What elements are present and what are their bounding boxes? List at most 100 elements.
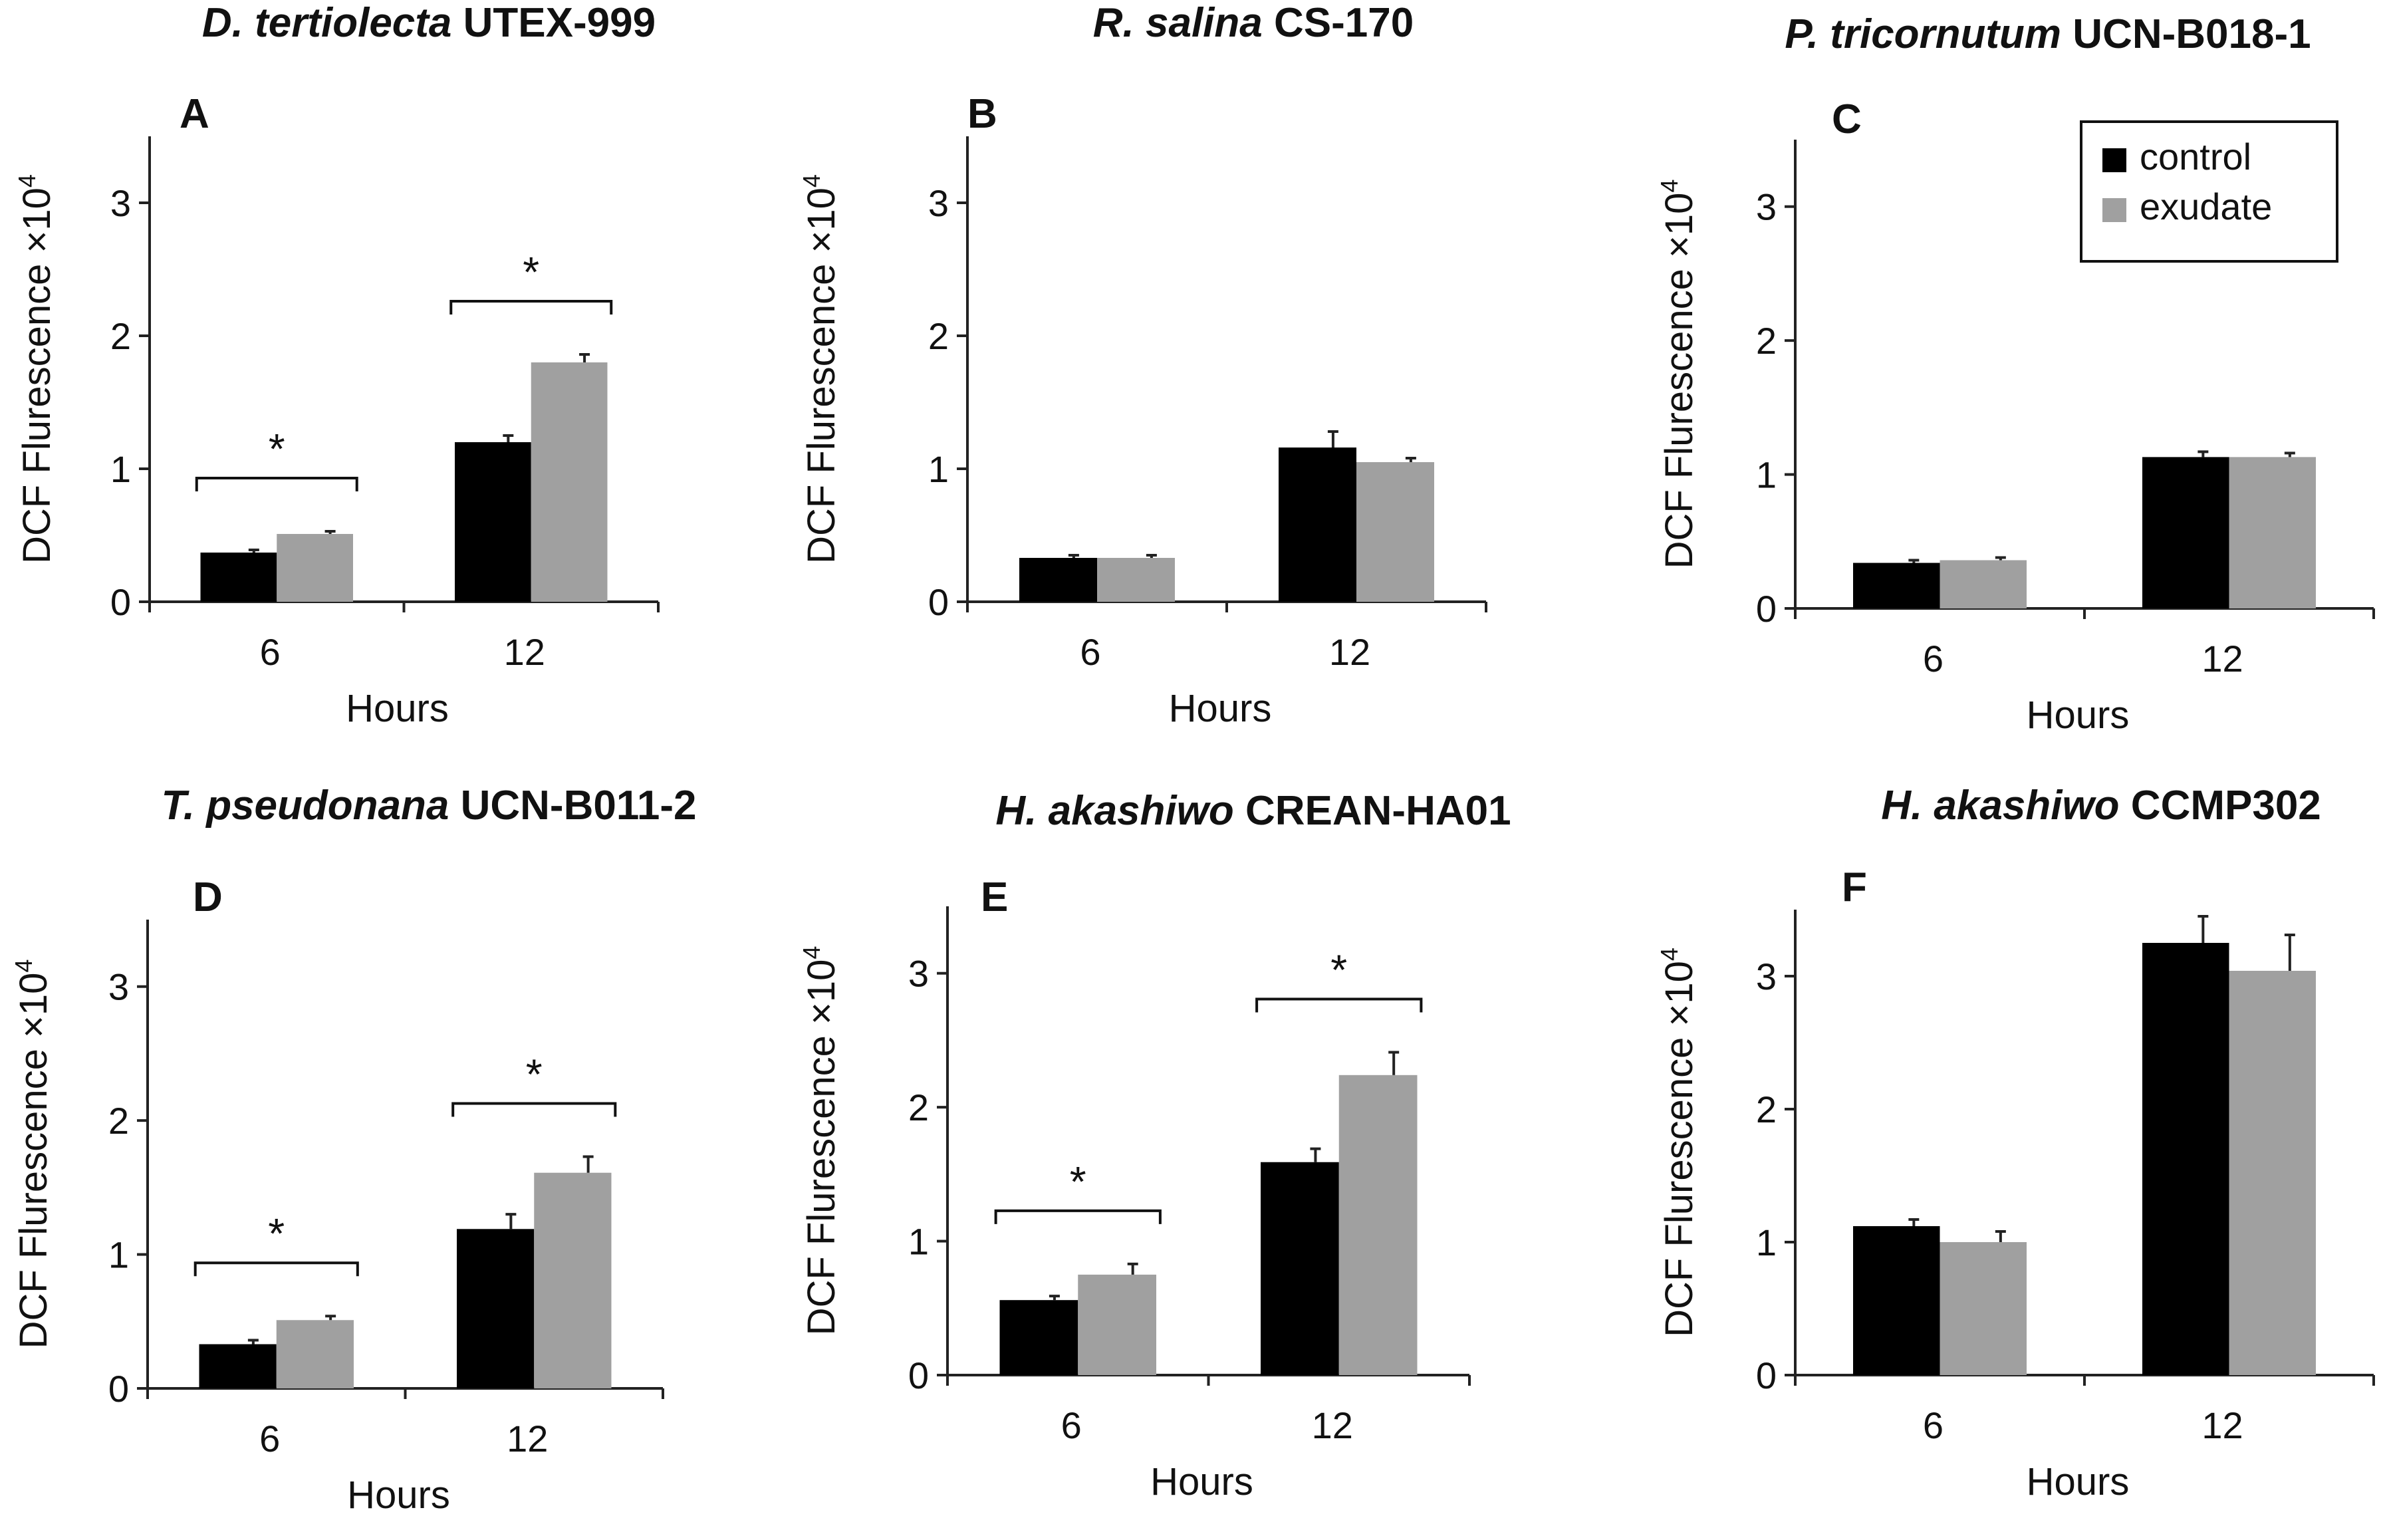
y-axis-label-exponent: 4 <box>798 174 825 188</box>
significance-marker: * <box>1070 1158 1086 1206</box>
bar-exudate <box>277 534 353 602</box>
y-tick-label: 1 <box>1756 1221 1777 1263</box>
significance-marker: * <box>1330 946 1347 994</box>
y-axis-label-text: DCF Flurescence ×10 <box>800 960 843 1336</box>
bar-control <box>1261 1162 1339 1375</box>
significance-marker: * <box>523 248 539 296</box>
chart-panel-c: P. tricornutum UCN-B018-1 C DCF Flurescenc… <box>1656 11 2375 737</box>
y-tick-label: 1 <box>908 1221 929 1263</box>
y-axis-label: DCF Flurescence ×104 <box>1656 948 1701 1337</box>
chart-panel-f: H. akashiwo CCMP302 F DCF Flurescence ×104… <box>1656 783 2375 1503</box>
panel-letter: D <box>193 874 223 920</box>
chart-title-strain: CS-170 <box>1274 0 1414 46</box>
panel-letter: E <box>981 874 1008 920</box>
bar-exudate <box>531 362 608 602</box>
bar-control <box>1853 1226 1940 1375</box>
y-axis-label-text: DCF Flurescence ×10 <box>12 973 55 1349</box>
legend: control exudate <box>2080 120 2338 263</box>
panel-letter: B <box>967 91 997 137</box>
x-axis-label: Hours <box>1150 1460 1253 1503</box>
bar-exudate <box>1078 1274 1156 1375</box>
y-tick-label: 3 <box>908 953 929 995</box>
legend-swatch-control <box>2102 148 2126 172</box>
y-tick-label: 2 <box>928 315 949 357</box>
significance-bracket <box>449 300 613 315</box>
significance-bracket <box>195 477 358 491</box>
bar-exudate <box>1356 462 1434 602</box>
bar-exudate <box>1940 560 2027 608</box>
chart-title: T. pseudonana UCN-B011-2 <box>161 783 696 829</box>
significance-bracket <box>994 1209 1162 1224</box>
y-axis-label-text: DCF Flurescence ×10 <box>15 188 59 564</box>
y-tick-label: 3 <box>1756 956 1777 997</box>
x-axis-label: Hours <box>346 687 449 730</box>
chart-title: P. tricornutum UCN-B018-1 <box>1785 11 2311 57</box>
chart-title-strain: UCN-B011-2 <box>461 783 697 829</box>
legend-box <box>2080 120 2338 263</box>
x-tick-label: 12 <box>504 631 545 673</box>
y-tick-label: 2 <box>1756 1089 1777 1130</box>
legend-label-control: control <box>2140 136 2251 178</box>
chart-title-species: P. tricornutum <box>1785 11 2061 57</box>
y-tick-label: 1 <box>108 1234 129 1276</box>
chart-panel-e: H. akashiwo CREAN-HA01 E DCF Flurescence ×… <box>798 788 1511 1503</box>
bar-control <box>199 1344 277 1388</box>
chart-title-space <box>2061 11 2072 57</box>
chart-title-strain: UCN-B018-1 <box>2072 11 2311 57</box>
chart-panel-d: T. pseudonana UCN-B011-2 D DCF Flurescence… <box>10 783 697 1517</box>
bar-control <box>1853 563 1940 608</box>
bar-exudate <box>276 1320 354 1388</box>
significance-bracket <box>193 1261 359 1277</box>
legend-swatch-exudate <box>2102 198 2126 222</box>
chart-title: D. tertiolecta UTEX-999 <box>202 0 656 46</box>
bar-exudate <box>1338 1075 1418 1375</box>
y-axis-label-text: DCF Flurescence ×10 <box>1658 961 1701 1337</box>
legend-label-exudate: exudate <box>2140 186 2272 227</box>
y-tick-label: 0 <box>110 581 131 623</box>
chart-title-space <box>1234 788 1245 834</box>
y-tick-label: 2 <box>908 1087 929 1128</box>
y-tick-label: 1 <box>110 448 131 490</box>
bar-exudate <box>2229 457 2316 608</box>
significance-bracket <box>1255 997 1423 1013</box>
significance-marker: * <box>269 425 285 473</box>
y-axis-label-exponent: 4 <box>1656 180 1683 193</box>
y-tick-label: 3 <box>110 182 131 224</box>
x-tick-label: 6 <box>1061 1404 1082 1446</box>
x-axis-label: Hours <box>2027 1460 2130 1503</box>
y-axis-label-text: DCF Flurescence ×10 <box>1658 193 1701 569</box>
y-tick-label: 2 <box>1756 320 1777 362</box>
chart-title: R. salina CS-170 <box>1093 0 1414 46</box>
y-axis-label: DCF Flurescence ×104 <box>1656 180 1701 569</box>
chart-panel-a: D. tertiolecta UTEX-999 A DCF Flurescence … <box>13 0 660 730</box>
y-tick-label: 2 <box>110 315 131 357</box>
chart-title-species: D. tertiolecta <box>202 0 452 46</box>
chart-title-strain: CCMP302 <box>2131 783 2321 829</box>
panel-letter: C <box>1832 96 1862 142</box>
chart-title-species: H. akashiwo <box>995 788 1233 834</box>
chart-title-species: H. akashiwo <box>1881 783 2119 829</box>
bar-exudate <box>2229 971 2316 1375</box>
significance-marker: * <box>526 1051 543 1098</box>
x-tick-label: 6 <box>1923 1404 1944 1446</box>
y-tick-label: 3 <box>928 182 949 224</box>
chart-title-space <box>449 783 460 829</box>
x-axis-label: Hours <box>2027 694 2130 737</box>
bar-control <box>999 1300 1078 1375</box>
x-tick-label: 6 <box>259 1418 280 1460</box>
chart-title: H. akashiwo CCMP302 <box>1881 783 2321 829</box>
y-axis-label-exponent: 4 <box>10 960 37 973</box>
y-tick-label: 1 <box>928 448 949 490</box>
y-tick-label: 2 <box>108 1100 129 1142</box>
x-tick-label: 12 <box>2201 638 2243 680</box>
bar-control <box>2142 943 2229 1375</box>
y-axis-label: DCF Flurescence ×104 <box>798 946 843 1336</box>
chart-title-space <box>451 0 463 46</box>
y-axis-label: DCF Flurescence ×104 <box>13 174 59 564</box>
chart-title-species: R. salina <box>1093 0 1263 46</box>
chart-title-strain: UTEX-999 <box>463 0 656 46</box>
x-tick-label: 6 <box>1080 631 1100 673</box>
x-tick-label: 12 <box>1329 631 1370 673</box>
